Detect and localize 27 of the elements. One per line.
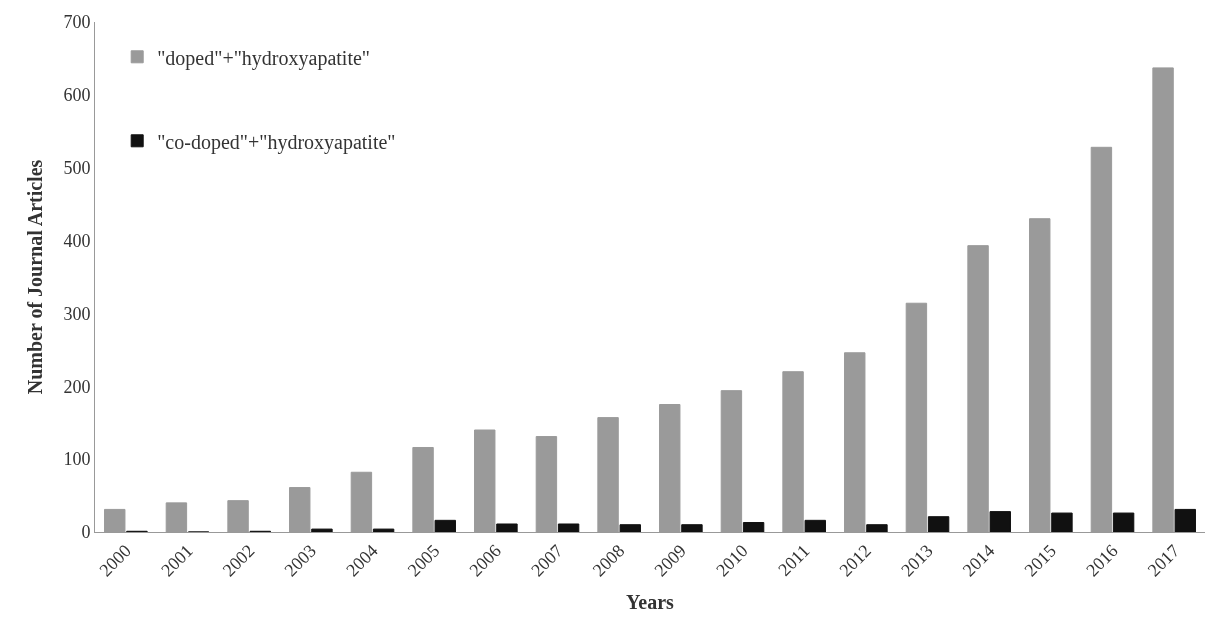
y-tick-label: 600 <box>63 85 91 106</box>
bar <box>619 524 641 532</box>
y-tick-label: 500 <box>63 158 91 179</box>
bar <box>681 524 703 532</box>
bar <box>1112 512 1135 532</box>
bar <box>496 523 518 532</box>
y-tick-label: 400 <box>63 230 91 251</box>
y-tick-label: 0 <box>81 522 91 543</box>
bar <box>372 528 395 532</box>
y-axis-title: Number of Journal Articles <box>23 159 46 395</box>
bar <box>1174 508 1196 532</box>
legend-label: "co-doped"+"hydroxyapatite" <box>157 130 396 154</box>
bar <box>866 524 888 532</box>
bar <box>804 519 826 532</box>
bar <box>927 516 950 532</box>
bar <box>742 522 765 532</box>
legend-label: "doped"+"hydroxyapatite" <box>157 46 370 70</box>
y-tick-label: 200 <box>63 376 91 397</box>
y-tick-label: 100 <box>63 449 91 470</box>
y-tick-label: 300 <box>63 303 91 324</box>
bar <box>1051 512 1073 532</box>
bar <box>311 528 333 532</box>
bar <box>434 519 456 532</box>
bar <box>989 511 1011 532</box>
bar <box>557 523 580 532</box>
y-tick-label: 700 <box>63 12 91 33</box>
x-axis-title: Years <box>626 590 675 613</box>
